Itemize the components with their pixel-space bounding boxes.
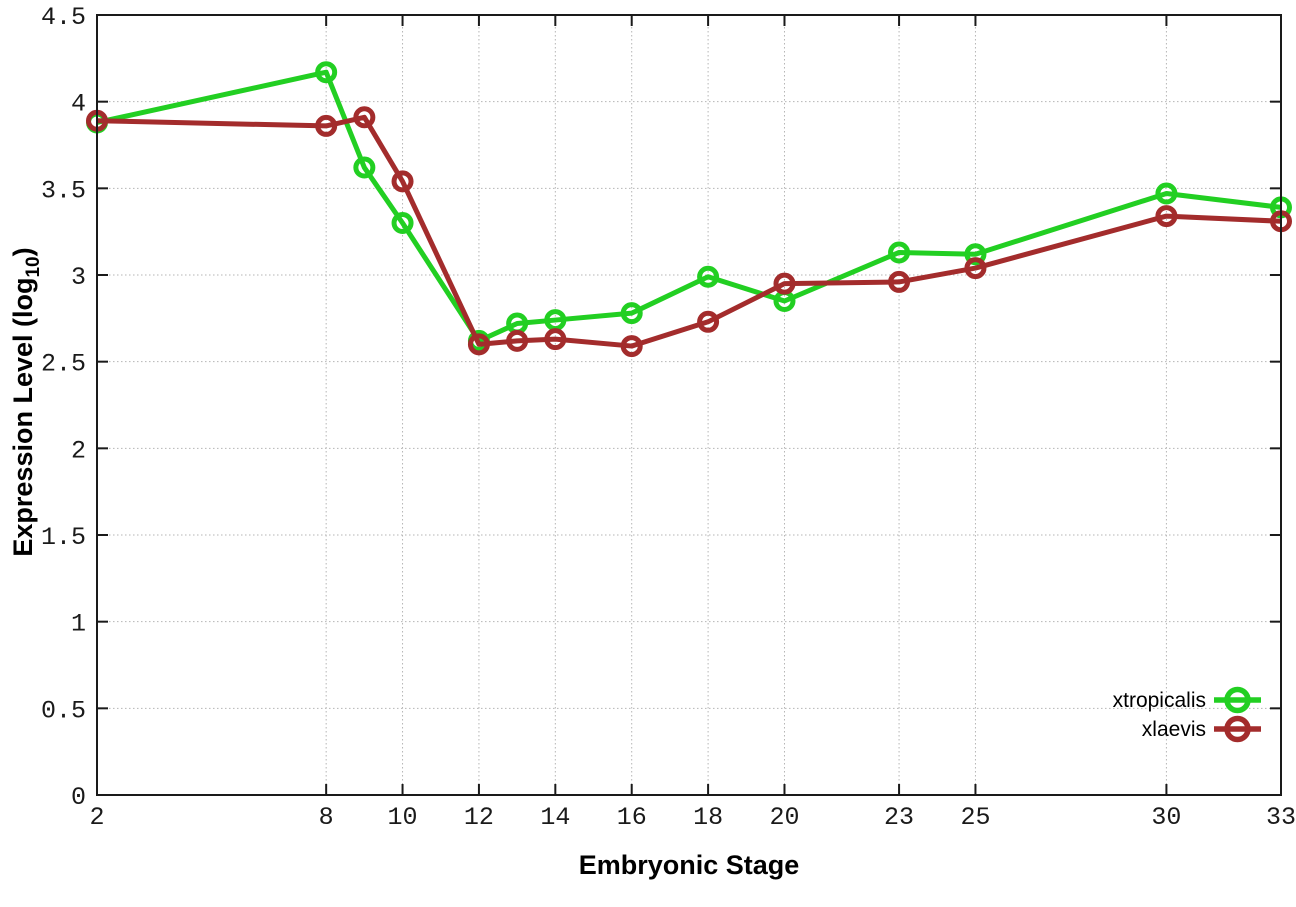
data-point-xtropicalis xyxy=(620,302,643,325)
y-tick-label: 0 xyxy=(71,783,86,812)
x-tick-label: 30 xyxy=(1151,803,1181,832)
data-point-xtropicalis xyxy=(1155,182,1178,205)
x-tick-label: 10 xyxy=(388,803,418,832)
x-tick-label: 14 xyxy=(540,803,570,832)
y-tick-label: 1.5 xyxy=(41,523,86,552)
y-tick-label: 0.5 xyxy=(41,696,86,725)
data-point-xlaevis xyxy=(1155,205,1178,228)
legend-sample-marker-xtropicalis xyxy=(1224,686,1251,714)
data-point-xtropicalis xyxy=(353,156,376,179)
y-tick-label: 2.5 xyxy=(41,350,86,379)
y-axis-title: Expression Level (log10) xyxy=(8,247,44,556)
data-point-xlaevis xyxy=(391,170,414,193)
data-point-xlaevis xyxy=(506,329,529,352)
x-tick-label: 23 xyxy=(884,803,914,832)
data-point-xlaevis xyxy=(697,310,720,333)
legend-label-xlaevis: xlaevis xyxy=(1142,718,1206,741)
grid xyxy=(96,14,1282,796)
legend-label-xtropicalis: xtropicalis xyxy=(1113,689,1206,712)
series-line-xtropicalis xyxy=(96,69,1282,344)
data-point-xlaevis xyxy=(888,270,911,293)
x-tick-label: 8 xyxy=(319,803,334,832)
data-point-xlaevis xyxy=(964,257,987,280)
x-tick-label: 16 xyxy=(617,803,647,832)
data-point-xlaevis xyxy=(544,328,567,351)
x-tick-label: 33 xyxy=(1266,803,1296,832)
y-tick-label: 3 xyxy=(71,263,86,292)
x-axis-title: Embryonic Stage xyxy=(579,850,800,880)
x-tick-label: 12 xyxy=(464,803,494,832)
data-point-xtropicalis xyxy=(964,243,987,266)
x-tick-label: 25 xyxy=(960,803,990,832)
series-line-xlaevis xyxy=(96,114,1282,349)
data-point-xlaevis xyxy=(467,333,490,356)
series-lines xyxy=(86,61,1292,358)
data-point-xtropicalis xyxy=(697,265,720,288)
x-tick-label: 18 xyxy=(693,803,723,832)
data-point-xtropicalis xyxy=(315,61,338,84)
y-tick-label: 4 xyxy=(71,90,86,119)
data-point-xlaevis xyxy=(773,272,796,295)
data-point-xtropicalis xyxy=(888,241,911,264)
y-tick-label: 2 xyxy=(71,436,86,465)
x-tick-label: 20 xyxy=(769,803,799,832)
data-point-xlaevis xyxy=(353,106,376,129)
data-point-xtropicalis xyxy=(391,212,414,234)
y-tick-label: 3.5 xyxy=(41,176,86,205)
axes: 2 8 10 12 14 16 18 20 23 25 30 33 0 0.5 1 1.5 2 2.5 3 3.5 4 4… xyxy=(41,3,1296,832)
legend: xtropicalis xlaevis xyxy=(1113,686,1261,743)
y-tick-label: 4.5 xyxy=(41,3,86,32)
data-point-xlaevis xyxy=(620,335,643,358)
y-tick-label: 1 xyxy=(71,610,86,639)
plot-border xyxy=(96,14,1282,796)
x-tick-label: 2 xyxy=(89,803,104,832)
legend-sample-marker-xlaevis xyxy=(1224,715,1251,743)
data-point-xlaevis xyxy=(315,114,338,137)
